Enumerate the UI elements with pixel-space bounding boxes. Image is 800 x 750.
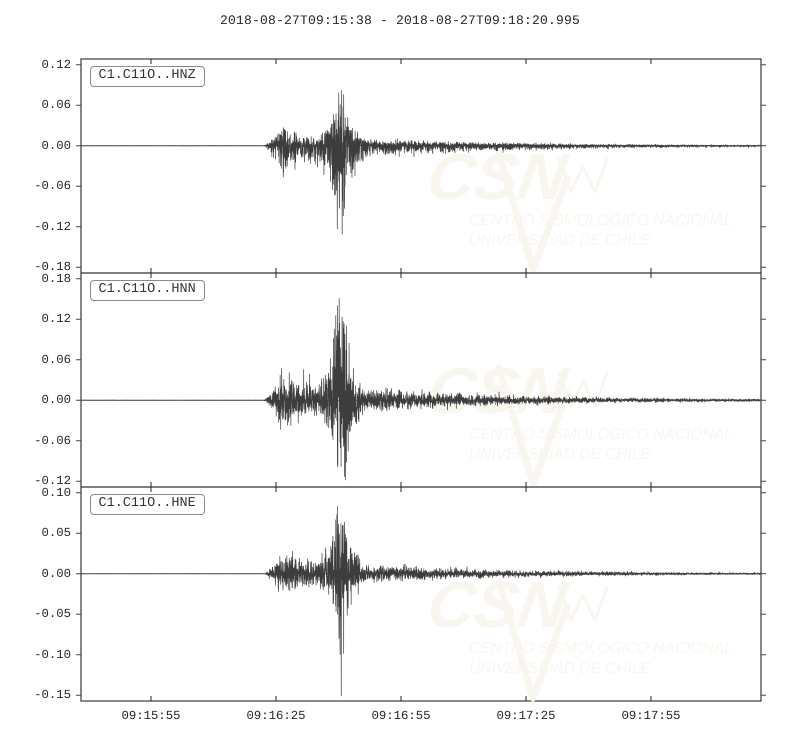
svg-text:UNIVERSIDAD DE CHILE: UNIVERSIDAD DE CHILE bbox=[469, 232, 651, 249]
svg-text:CENTRO SISMOLÓGICO NACIONAL: CENTRO SISMOLÓGICO NACIONAL bbox=[469, 639, 733, 657]
svg-text:CENTRO SISMOLÓGICO NACIONAL: CENTRO SISMOLÓGICO NACIONAL bbox=[469, 425, 733, 443]
svg-text:UNIVERSIDAD DE CHILE: UNIVERSIDAD DE CHILE bbox=[469, 660, 651, 677]
svg-text:CENTRO SISMOLÓGICO NACIONAL: CENTRO SISMOLÓGICO NACIONAL bbox=[469, 211, 733, 229]
svg-text:UNIVERSIDAD DE CHILE: UNIVERSIDAD DE CHILE bbox=[469, 446, 651, 463]
